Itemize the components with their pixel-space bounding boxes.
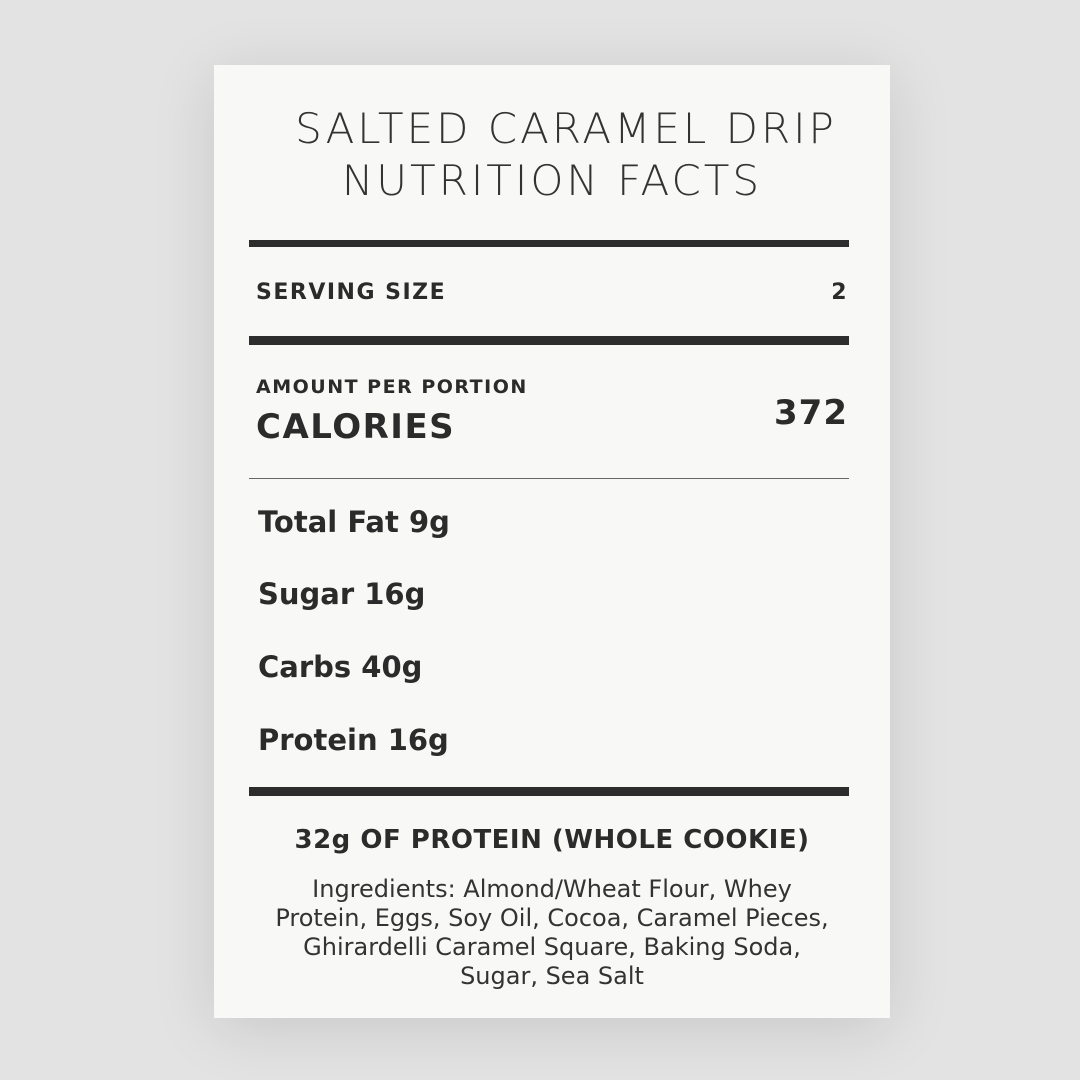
divider — [249, 336, 849, 345]
serving-size-label: SERVING SIZE — [256, 280, 447, 305]
divider — [249, 787, 849, 796]
title-line1: SALTED CARAMEL DRIP — [295, 104, 837, 153]
calories-value: 372 — [774, 393, 848, 433]
nutrition-card: SALTED CARAMEL DRIP NUTRITION FACTS SERV… — [214, 65, 890, 1018]
divider — [249, 240, 849, 247]
ingredients: Ingredients: Almond/Wheat Flour, Whey Pr… — [275, 875, 829, 990]
title-line2: NUTRITION FACTS — [341, 156, 763, 205]
protein-note: 32g OF PROTEIN (WHOLE COOKIE) — [294, 825, 810, 855]
nutrient-total-fat: Total Fat 9g — [258, 505, 450, 539]
amount-label: AMOUNT PER PORTION — [256, 376, 528, 398]
nutrient-sugar: Sugar 16g — [258, 577, 426, 611]
nutrient-protein: Protein 16g — [258, 723, 449, 757]
serving-size-value: 2 — [831, 280, 848, 305]
calories-label: CALORIES — [256, 407, 456, 447]
divider — [249, 478, 849, 479]
nutrient-carbs: Carbs 40g — [258, 650, 423, 684]
